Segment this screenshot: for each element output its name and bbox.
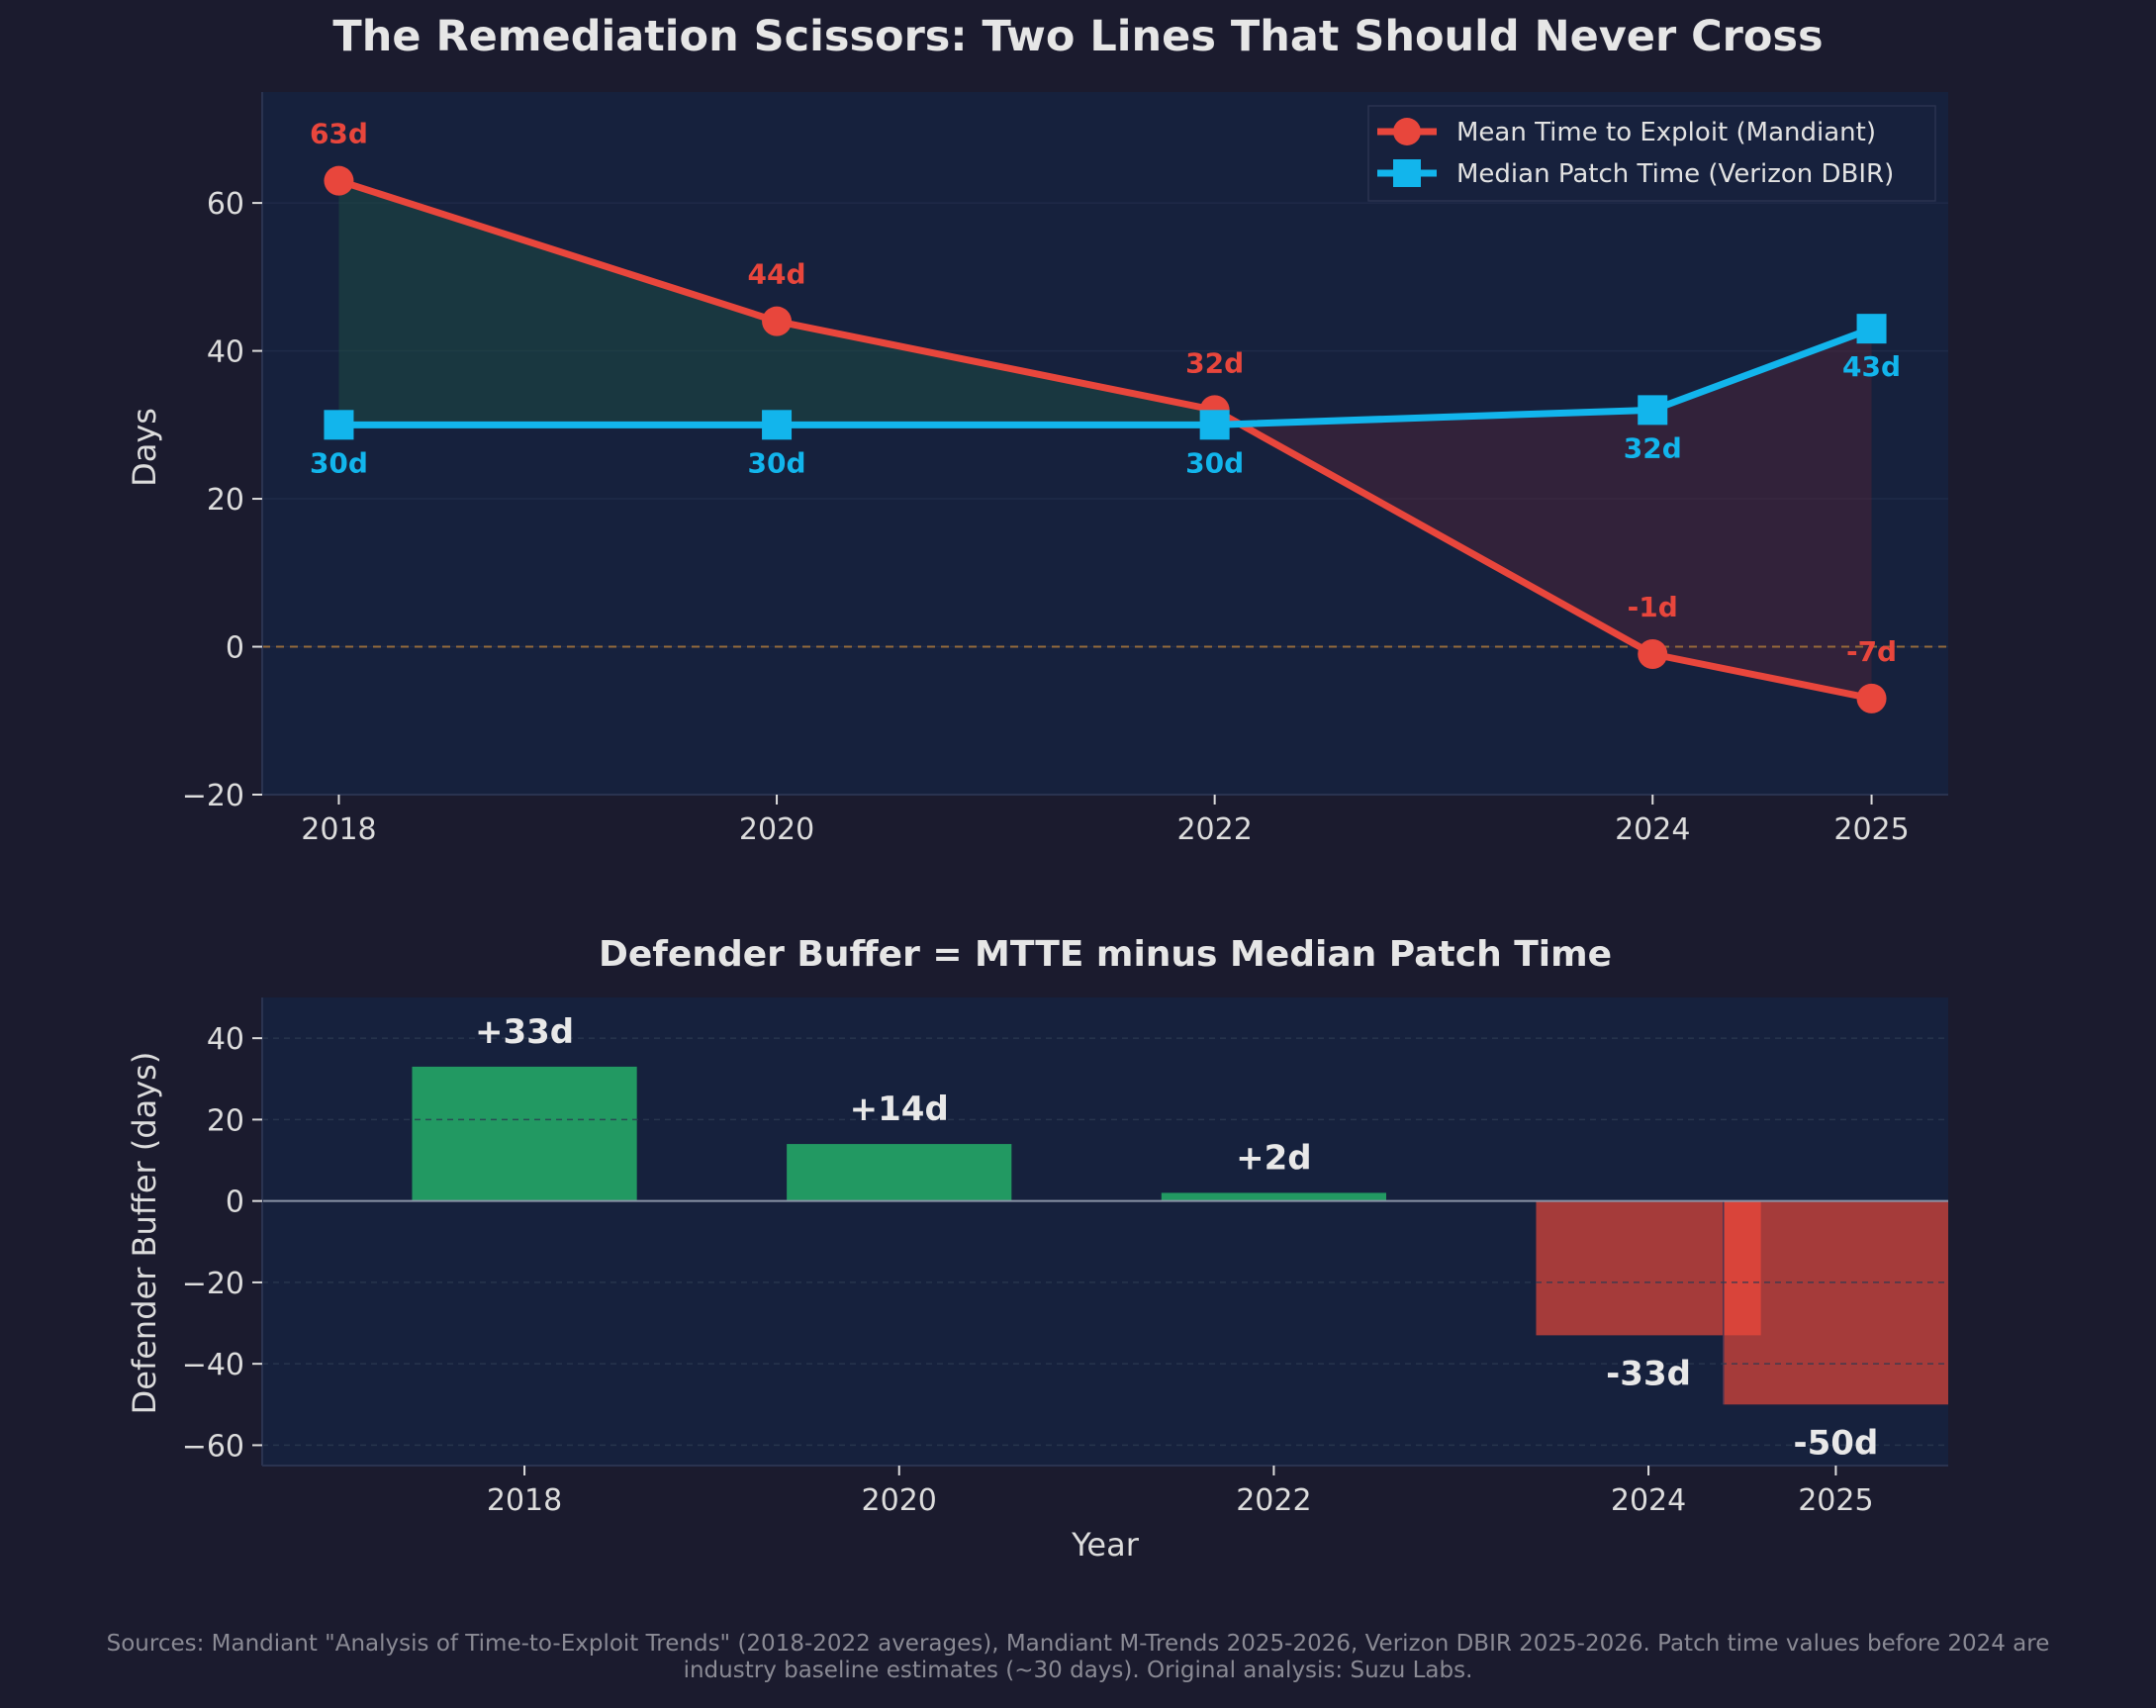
bottom-chart-title: Defender Buffer = MTTE minus Median Patc…	[599, 934, 1612, 975]
legend-exploit-label: Mean Time to Exploit (Mandiant)	[1456, 118, 1876, 147]
buffer-bar	[1161, 1192, 1386, 1201]
bottom-y-tick-label: 0	[226, 1186, 244, 1220]
legend-box	[1367, 105, 1936, 202]
buffer-bar	[412, 1066, 637, 1201]
bottom-x-axis-label: Year	[1071, 1526, 1140, 1564]
patch-data-label: 30d	[748, 446, 806, 479]
patch-data-label: 43d	[1842, 350, 1901, 383]
bottom-bar-chart: Defender Buffer = MTTE minus Median Patc…	[126, 934, 1948, 1564]
legend-patch-marker	[1393, 159, 1421, 187]
top-x-tick-label: 2025	[1833, 812, 1909, 847]
buffer-data-label: -33d	[1606, 1354, 1691, 1393]
bottom-grid	[262, 1037, 1948, 1447]
legend-patch-label: Median Patch Time (Verizon DBIR)	[1456, 159, 1894, 189]
safe-gap-fill	[338, 180, 1240, 426]
exploit-data-label: 32d	[1185, 346, 1244, 379]
buffer-data-label: -50d	[1794, 1423, 1879, 1463]
patch-point	[1638, 395, 1668, 426]
patch-data-label: 30d	[1185, 446, 1244, 479]
bottom-y-tick-label: −60	[182, 1429, 244, 1464]
exploit-data-label: -1d	[1628, 591, 1678, 623]
top-x-tick-label: 2018	[301, 812, 376, 847]
patch-data-label: 30d	[310, 446, 368, 479]
top-data-labels: 63d 44d 32d -1d -7d 30d 30d 30d 32d 43d	[310, 118, 1901, 668]
patch-point	[762, 410, 793, 440]
exploit-data-label: -7d	[1846, 635, 1897, 668]
patch-point	[1856, 314, 1887, 344]
top-x-tick-label: 2024	[1615, 812, 1690, 847]
bottom-data-labels: +33d +14d +2d -33d -50d	[475, 1012, 1878, 1463]
bottom-y-tick-label: 20	[207, 1103, 244, 1138]
top-series-markers	[324, 165, 1887, 713]
exploit-point	[1638, 639, 1668, 669]
chart-title: The Remediation Scissors: Two Lines That…	[332, 12, 1824, 61]
bottom-x-tick-label: 2018	[487, 1483, 562, 1518]
exploit-data-label: 63d	[310, 118, 368, 150]
legend-item-exploit: Mean Time to Exploit (Mandiant)	[1377, 118, 1876, 147]
legend: Mean Time to Exploit (Mandiant) Median P…	[1367, 105, 1936, 202]
bottom-x-tick-label: 2022	[1236, 1483, 1311, 1518]
footnote-line-1: Sources: Mandiant "Analysis of Time-to-E…	[106, 1631, 2050, 1657]
exploit-point	[324, 165, 354, 196]
top-y-tick-label: −20	[182, 779, 244, 813]
footnote-line-2: industry baseline estimates (~30 days). …	[683, 1658, 1473, 1683]
top-y-tick-label: 60	[207, 187, 244, 222]
bottom-x-tick-label: 2024	[1611, 1483, 1686, 1518]
buffer-data-label: +33d	[475, 1012, 574, 1052]
bar-overlap-accent	[1723, 1200, 1761, 1336]
top-y-tick-label: 40	[207, 335, 244, 370]
top-y-tick-label: 20	[207, 483, 244, 518]
source-footnote: Sources: Mandiant "Analysis of Time-to-E…	[0, 1631, 2156, 1684]
top-y-axis-label: Days	[126, 408, 163, 487]
patch-point	[324, 410, 354, 440]
patch-data-label: 32d	[1624, 431, 1682, 464]
top-axes: 60 40 20 0 −20 2018 2020 2022 2024 2025	[182, 92, 1948, 847]
top-x-tick-label: 2020	[739, 812, 814, 847]
chart-figure: 63d 44d 32d -1d -7d 30d 30d 30d 32d 43d 60 40 20 0 −2…	[126, 92, 1948, 1564]
exploit-data-label: 44d	[748, 258, 806, 291]
bottom-y-tick-label: 40	[207, 1022, 244, 1057]
exploit-point	[1856, 683, 1887, 713]
bottom-axes: 40 20 0 −20 −40 −60 2018 2020 2022 2024 2025	[182, 997, 1948, 1518]
bottom-y-tick-label: −40	[182, 1348, 244, 1382]
bottom-x-tick-label: 2025	[1798, 1483, 1873, 1518]
buffer-bar	[787, 1144, 1012, 1201]
legend-item-patch: Median Patch Time (Verizon DBIR)	[1377, 159, 1894, 189]
bottom-y-tick-label: −20	[182, 1267, 244, 1301]
bottom-bars	[412, 1066, 1948, 1405]
top-line-chart: 63d 44d 32d -1d -7d 30d 30d 30d 32d 43d 60 40 20 0 −2…	[126, 92, 1948, 847]
legend-exploit-marker	[1393, 118, 1421, 145]
top-x-tick-label: 2022	[1176, 812, 1252, 847]
bottom-x-tick-label: 2020	[862, 1483, 937, 1518]
exploit-point	[762, 306, 793, 336]
buffer-data-label: +14d	[850, 1090, 949, 1129]
top-y-tick-label: 0	[226, 631, 244, 666]
bottom-y-axis-label: Defender Buffer (days)	[126, 1052, 163, 1415]
buffer-data-label: +2d	[1236, 1138, 1311, 1178]
patch-point	[1199, 410, 1230, 440]
